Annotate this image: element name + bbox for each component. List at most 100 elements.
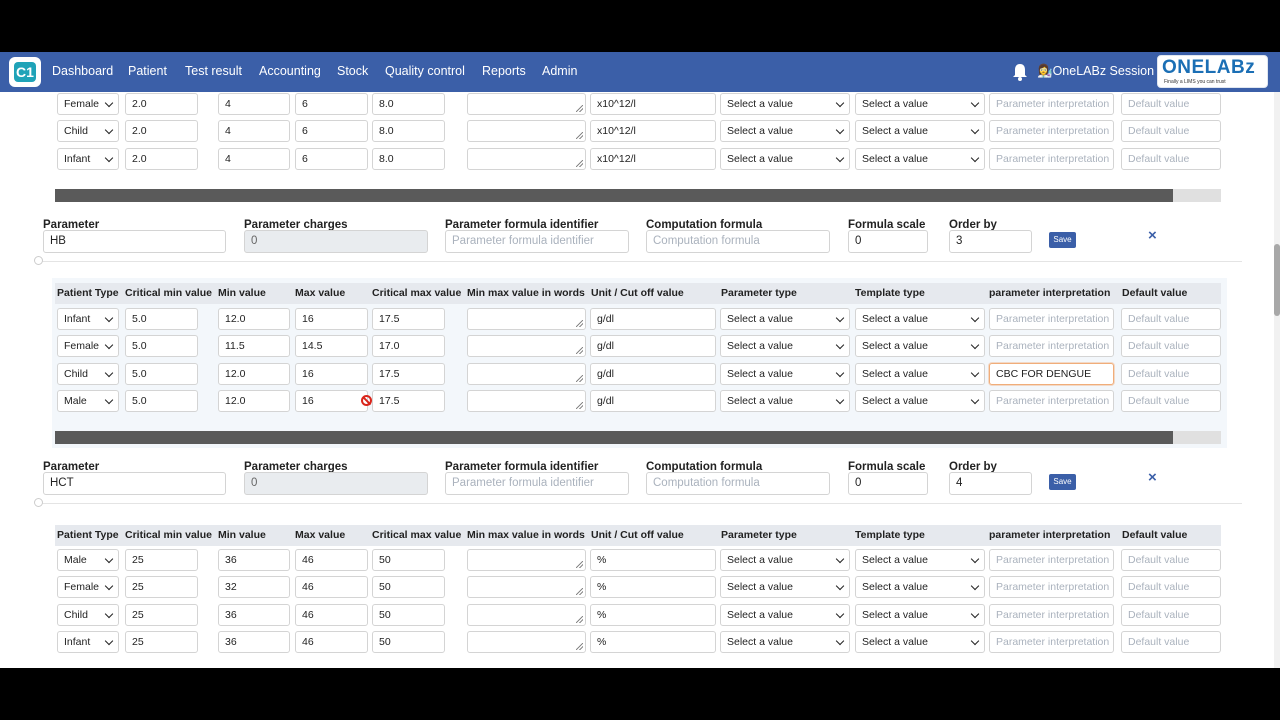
critical-min-input[interactable]: 25 [125, 604, 198, 626]
parameter-type-select[interactable]: Select a value [720, 604, 850, 626]
nav-admin[interactable]: Admin [542, 64, 578, 78]
formula-identifier-input[interactable]: Parameter formula identifier [445, 472, 629, 495]
unit-input[interactable]: g/dl [590, 335, 716, 357]
parameter-charges-input[interactable]: 0 [244, 230, 428, 253]
interpretation-input[interactable]: Parameter interpretation [989, 390, 1114, 412]
template-type-select[interactable]: Select a value [855, 308, 985, 330]
parameter-type-select[interactable]: Select a value [720, 335, 850, 357]
nav-accounting[interactable]: Accounting [259, 64, 321, 78]
horizontal-scrollbar-thumb[interactable] [55, 189, 1173, 202]
parameter-input[interactable]: HB [43, 230, 226, 253]
default-value-input[interactable]: Default value [1121, 148, 1221, 170]
max-value-input[interactable]: 16 [295, 363, 368, 385]
critical-max-input[interactable]: 8.0 [372, 120, 445, 142]
critical-min-input[interactable]: 2.0 [125, 120, 198, 142]
patient-type-select[interactable]: Infant [57, 308, 119, 330]
minmax-words-textarea[interactable] [467, 390, 586, 412]
session-menu[interactable]: 👩‍🔬OneLABz Session [1037, 64, 1155, 78]
minmax-words-textarea[interactable] [467, 363, 586, 385]
min-value-input[interactable]: 4 [218, 93, 290, 115]
critical-min-input[interactable]: 5.0 [125, 308, 198, 330]
formula-scale-input[interactable]: 0 [848, 472, 928, 495]
default-value-input[interactable]: Default value [1121, 93, 1221, 115]
max-value-input[interactable]: 6 [295, 148, 368, 170]
patient-type-select[interactable]: Female [57, 335, 119, 357]
critical-max-input[interactable]: 17.0 [372, 335, 445, 357]
minmax-words-textarea[interactable] [467, 576, 586, 598]
critical-min-input[interactable]: 25 [125, 576, 198, 598]
minmax-words-textarea[interactable] [467, 631, 586, 653]
max-value-input[interactable]: 46 [295, 549, 368, 571]
nav-quality-control[interactable]: Quality control [385, 64, 465, 78]
parameter-charges-input[interactable]: 0 [244, 472, 428, 495]
bell-icon[interactable] [1011, 62, 1029, 82]
patient-type-select[interactable]: Female [57, 93, 119, 115]
interpretation-input[interactable]: Parameter interpretation [989, 148, 1114, 170]
parameter-type-select[interactable]: Select a value [720, 93, 850, 115]
computation-formula-input[interactable]: Computation formula [646, 230, 830, 253]
default-value-input[interactable]: Default value [1121, 604, 1221, 626]
computation-formula-input[interactable]: Computation formula [646, 472, 830, 495]
minmax-words-textarea[interactable] [467, 604, 586, 626]
unit-input[interactable]: % [590, 549, 716, 571]
template-type-select[interactable]: Select a value [855, 604, 985, 626]
template-type-select[interactable]: Select a value [855, 390, 985, 412]
unit-input[interactable]: x10^12/l [590, 148, 716, 170]
default-value-input[interactable]: Default value [1121, 308, 1221, 330]
min-value-input[interactable]: 11.5 [218, 335, 290, 357]
collapse-toggle[interactable] [34, 498, 43, 507]
default-value-input[interactable]: Default value [1121, 549, 1221, 571]
patient-type-select[interactable]: Child [57, 120, 119, 142]
save-button[interactable]: Save [1049, 232, 1076, 248]
min-value-input[interactable]: 36 [218, 549, 290, 571]
parameter-type-select[interactable]: Select a value [720, 308, 850, 330]
max-value-input[interactable]: 16 [295, 308, 368, 330]
critical-max-input[interactable]: 50 [372, 549, 445, 571]
template-type-select[interactable]: Select a value [855, 120, 985, 142]
patient-type-select[interactable]: Child [57, 363, 119, 385]
nav-test-result[interactable]: Test result [185, 64, 242, 78]
critical-max-input[interactable]: 17.5 [372, 308, 445, 330]
critical-max-input[interactable]: 50 [372, 604, 445, 626]
unit-input[interactable]: g/dl [590, 308, 716, 330]
vertical-scrollbar[interactable] [1274, 92, 1280, 668]
min-value-input[interactable]: 4 [218, 120, 290, 142]
template-type-select[interactable]: Select a value [855, 148, 985, 170]
interpretation-input[interactable]: Parameter interpretation [989, 120, 1114, 142]
max-value-input[interactable]: 46 [295, 604, 368, 626]
min-value-input[interactable]: 4 [218, 148, 290, 170]
interpretation-input[interactable]: Parameter interpretation [989, 93, 1114, 115]
horizontal-scrollbar-thumb[interactable] [55, 431, 1173, 444]
critical-max-input[interactable]: 17.5 [372, 363, 445, 385]
unit-input[interactable]: % [590, 576, 716, 598]
critical-max-input[interactable]: 50 [372, 576, 445, 598]
template-type-select[interactable]: Select a value [855, 335, 985, 357]
max-value-input[interactable]: 46 [295, 576, 368, 598]
critical-min-input[interactable]: 25 [125, 549, 198, 571]
parameter-input[interactable]: HCT [43, 472, 226, 495]
max-value-input[interactable]: 14.5 [295, 335, 368, 357]
min-value-input[interactable]: 36 [218, 631, 290, 653]
critical-max-input[interactable]: 17.5 [372, 390, 445, 412]
critical-min-input[interactable]: 5.0 [125, 390, 198, 412]
close-icon[interactable]: × [1148, 227, 1157, 244]
max-value-input[interactable]: 6 [295, 93, 368, 115]
patient-type-select[interactable]: Female [57, 576, 119, 598]
default-value-input[interactable]: Default value [1121, 363, 1221, 385]
max-value-input[interactable]: 16 [295, 390, 368, 412]
unit-input[interactable]: g/dl [590, 363, 716, 385]
template-type-select[interactable]: Select a value [855, 363, 985, 385]
minmax-words-textarea[interactable] [467, 335, 586, 357]
parameter-type-select[interactable]: Select a value [720, 148, 850, 170]
max-value-input[interactable]: 46 [295, 631, 368, 653]
default-value-input[interactable]: Default value [1121, 120, 1221, 142]
patient-type-select[interactable]: Male [57, 390, 119, 412]
patient-type-select[interactable]: Infant [57, 148, 119, 170]
critical-min-input[interactable]: 5.0 [125, 363, 198, 385]
parameter-type-select[interactable]: Select a value [720, 549, 850, 571]
vertical-scrollbar-thumb[interactable] [1274, 244, 1280, 316]
horizontal-scrollbar[interactable] [55, 431, 1221, 444]
min-value-input[interactable]: 36 [218, 604, 290, 626]
unit-input[interactable]: % [590, 604, 716, 626]
template-type-select[interactable]: Select a value [855, 93, 985, 115]
